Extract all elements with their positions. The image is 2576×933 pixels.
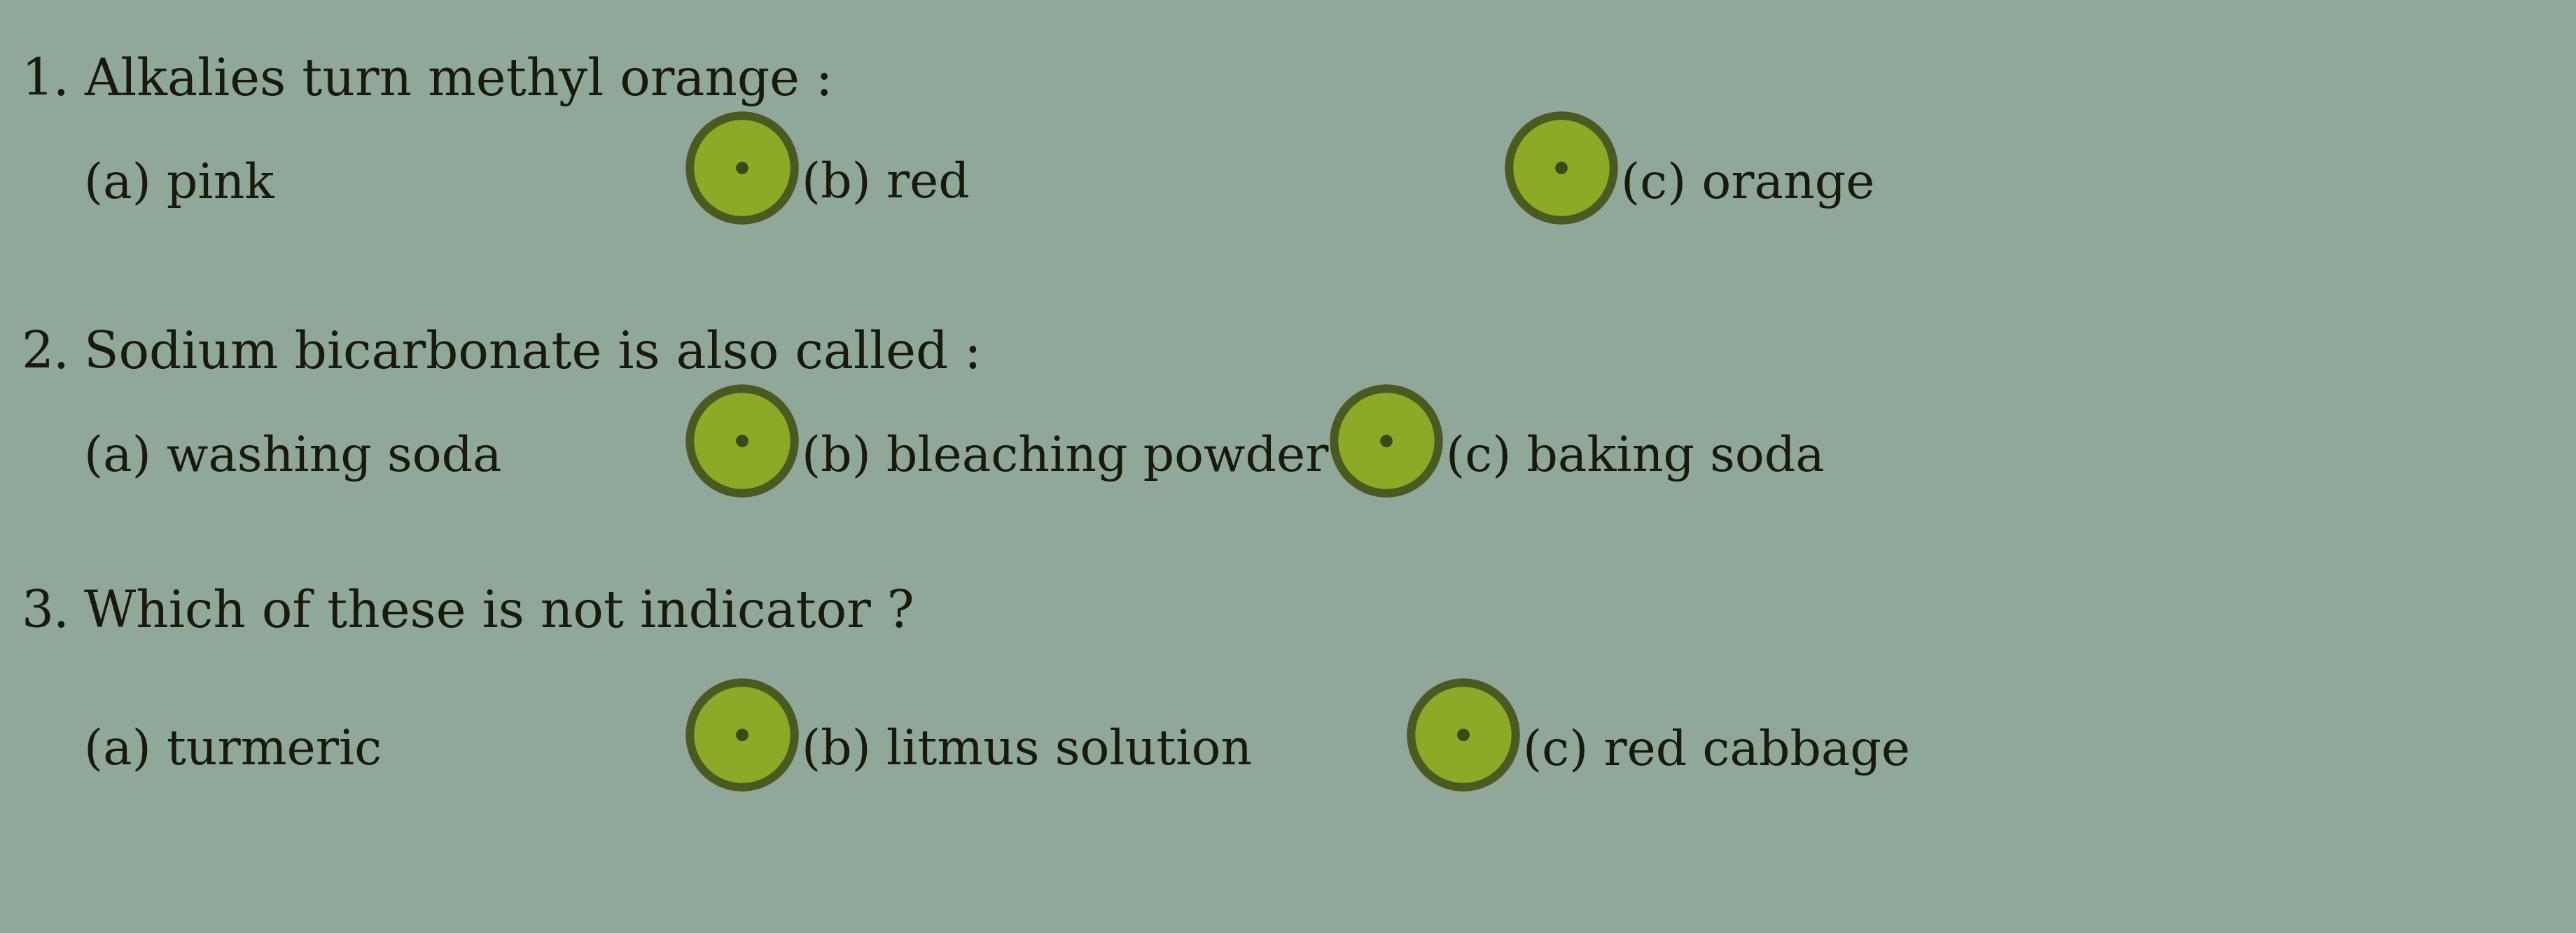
Text: 2.: 2. [21,329,70,378]
Circle shape [1381,435,1391,447]
Circle shape [737,730,747,741]
Text: (b) bleaching powder: (b) bleaching powder [801,434,1329,481]
Text: (b) litmus solution: (b) litmus solution [801,728,1252,774]
Text: 1.: 1. [21,56,70,105]
Text: (a) turmeric: (a) turmeric [85,728,381,774]
Circle shape [696,394,791,489]
Circle shape [696,120,791,216]
Circle shape [685,112,799,224]
Circle shape [1340,394,1435,489]
Circle shape [737,162,747,174]
Circle shape [1406,679,1520,791]
Circle shape [696,688,791,783]
Circle shape [1458,730,1468,741]
Text: (a) washing soda: (a) washing soda [85,434,502,481]
Circle shape [737,435,747,447]
Text: (b) red: (b) red [801,161,969,207]
Text: 3.: 3. [21,588,70,637]
Text: (c) red cabbage: (c) red cabbage [1522,728,1911,775]
Text: Sodium bicarbonate is also called :: Sodium bicarbonate is also called : [85,329,981,378]
Circle shape [685,679,799,791]
Circle shape [685,385,799,497]
Text: Which of these is not indicator ?: Which of these is not indicator ? [85,588,914,637]
Text: (c) baking soda: (c) baking soda [1445,434,1824,481]
Text: (a) pink: (a) pink [85,161,273,208]
Circle shape [1556,162,1566,174]
Circle shape [1504,112,1618,224]
Circle shape [1515,120,1610,216]
Text: (c) orange: (c) orange [1620,161,1875,208]
Text: Alkalies turn methyl orange :: Alkalies turn methyl orange : [85,56,832,106]
Circle shape [1417,688,1512,783]
Circle shape [1329,385,1443,497]
